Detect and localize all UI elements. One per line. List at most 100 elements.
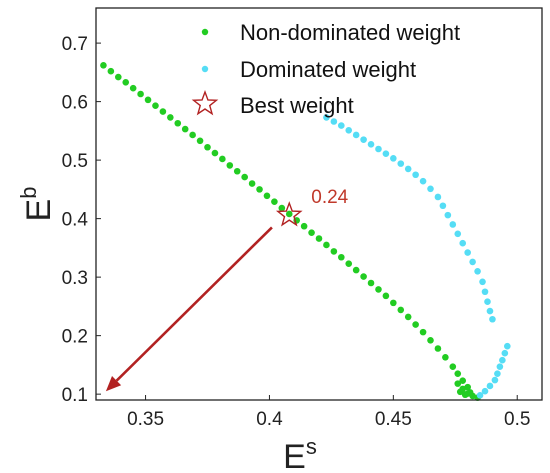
point-dominated-weight <box>491 376 499 384</box>
point-non-dominated-weight <box>338 253 345 261</box>
point-non-dominated-weight <box>375 286 382 293</box>
point-non-dominated-weight <box>323 241 330 249</box>
point-dominated-weight <box>481 387 489 395</box>
point-non-dominated-weight <box>107 67 115 75</box>
legend: Non-dominated weight Dominated weight Be… <box>191 20 460 118</box>
arrow-shaft <box>115 226 273 382</box>
point-non-dominated-weight <box>449 363 457 370</box>
point-non-dominated-weight <box>456 388 464 396</box>
point-dominated-weight <box>469 258 476 266</box>
x-axis-label: Es <box>283 434 317 473</box>
x-tick-label: 0.4 <box>256 409 283 430</box>
y-tick-label: 0.1 <box>62 385 88 406</box>
point-non-dominated-weight <box>464 383 471 391</box>
point-dominated-weight <box>323 114 330 121</box>
point-non-dominated-weight <box>233 167 241 175</box>
y-tick-label: 0.5 <box>62 151 88 172</box>
data-marks <box>100 62 511 401</box>
point-non-dominated-weight <box>256 186 263 193</box>
axis-ticks: 0.35 0.4 0.45 0.5 0.1 0.2 0.3 0.4 0.5 0.6 0.7 <box>62 34 531 430</box>
point-non-dominated-weight <box>100 62 107 69</box>
annotations: 0.24 <box>105 187 349 392</box>
point-non-dominated-weight <box>300 222 308 230</box>
plot-frame <box>95 7 543 401</box>
point-non-dominated-weight <box>434 345 442 352</box>
point-dominated-weight <box>464 249 471 256</box>
point-non-dominated-weight <box>419 328 427 336</box>
point-non-dominated-weight <box>382 292 390 300</box>
point-non-dominated-weight <box>278 204 286 212</box>
point-non-dominated-weight <box>271 198 278 205</box>
point-non-dominated-weight <box>152 102 159 110</box>
x-tick-label: 0.45 <box>375 409 412 430</box>
point-dominated-weight <box>496 363 504 370</box>
best-weight-label: 0.24 <box>311 187 348 208</box>
point-non-dominated-weight <box>330 248 338 255</box>
point-non-dominated-weight <box>459 377 467 384</box>
point-dominated-weight <box>476 392 484 399</box>
point-dominated-weight <box>397 160 405 167</box>
point-non-dominated-weight <box>397 306 405 314</box>
point-non-dominated-weight <box>367 279 375 287</box>
point-non-dominated-weight <box>241 173 248 181</box>
y-tick-label: 0.6 <box>62 93 88 114</box>
point-dominated-weight <box>360 136 367 143</box>
point-dominated-weight <box>352 131 360 139</box>
point-dominated-weight <box>486 307 494 315</box>
point-dominated-weight <box>444 211 452 219</box>
point-non-dominated-weight <box>308 229 315 236</box>
point-non-dominated-weight <box>159 108 167 115</box>
point-non-dominated-weight <box>315 235 323 242</box>
point-non-dominated-weight <box>454 380 462 387</box>
point-dominated-weight <box>419 177 427 185</box>
point-non-dominated-weight <box>285 210 293 218</box>
point-non-dominated-weight <box>167 114 174 121</box>
point-non-dominated-weight <box>181 125 189 133</box>
point-non-dominated-weight <box>427 337 434 344</box>
point-non-dominated-weight <box>352 266 360 274</box>
point-non-dominated-weight <box>137 90 144 98</box>
arrow-head-icon <box>105 376 122 392</box>
point-dominated-weight <box>367 141 375 148</box>
point-non-dominated-weight <box>454 370 462 377</box>
point-non-dominated-weight <box>226 162 234 169</box>
point-dominated-weight <box>434 193 442 201</box>
y-tick-label: 0.7 <box>62 34 88 55</box>
legend-label-dominated: Dominated weight <box>240 57 416 82</box>
point-dominated-weight <box>338 122 345 129</box>
point-non-dominated-weight <box>144 96 152 104</box>
x-tick-label: 0.35 <box>127 409 164 430</box>
best-weight-star-icon <box>275 201 303 227</box>
point-dominated-weight <box>484 298 491 306</box>
point-dominated-weight <box>489 315 496 323</box>
point-dominated-weight <box>375 145 382 153</box>
point-non-dominated-weight <box>345 260 353 267</box>
point-non-dominated-weight <box>404 313 412 321</box>
y-tick-label: 0.4 <box>62 210 89 231</box>
point-non-dominated-weight <box>248 180 256 187</box>
point-dominated-weight <box>382 150 390 157</box>
point-dominated-weight <box>499 356 506 364</box>
point-non-dominated-weight <box>219 155 226 163</box>
point-dominated-weight <box>501 349 509 357</box>
point-dominated-weight <box>404 165 412 173</box>
point-dominated-weight <box>479 278 486 286</box>
point-dominated-weight <box>345 126 353 134</box>
point-non-dominated-weight <box>390 299 397 307</box>
point-non-dominated-weight <box>461 391 469 399</box>
point-non-dominated-weight <box>204 143 211 151</box>
point-dominated-weight <box>481 288 489 296</box>
y-tick-label: 0.3 <box>62 268 88 289</box>
point-dominated-weight <box>427 185 434 193</box>
x-tick-label: 0.5 <box>504 409 530 430</box>
point-non-dominated-weight <box>189 131 196 139</box>
point-dominated-weight <box>459 239 467 247</box>
point-non-dominated-weight <box>412 321 419 328</box>
point-dominated-weight <box>494 370 501 377</box>
point-non-dominated-weight <box>122 79 130 86</box>
point-dominated-weight <box>504 342 511 350</box>
point-non-dominated-weight <box>442 353 449 361</box>
point-dominated-weight <box>486 382 494 390</box>
point-non-dominated-weight <box>174 119 182 127</box>
